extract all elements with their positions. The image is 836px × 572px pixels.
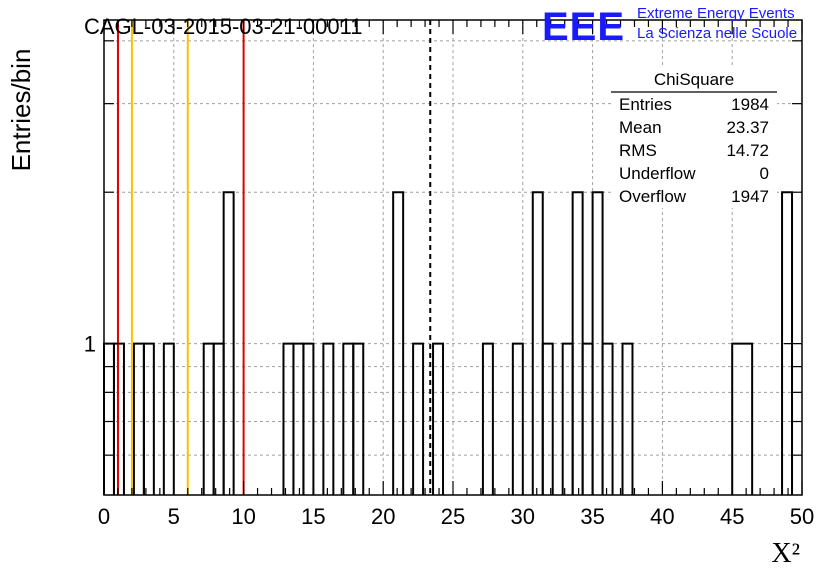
stat-label: Entries (619, 95, 672, 114)
x-tick-label: 35 (580, 504, 604, 529)
x-tick-label: 15 (301, 504, 325, 529)
axis-ticks (103, 20, 803, 495)
stat-value: 0 (760, 164, 769, 183)
histogram-bar (481, 342, 494, 495)
stat-value: 1984 (731, 95, 769, 114)
x-tick-label: 5 (168, 504, 180, 529)
histogram-bar (541, 342, 554, 495)
stat-label: Overflow (619, 187, 687, 206)
reference-lines (116, 20, 432, 495)
stat-value: 23.37 (726, 118, 769, 137)
histogram-bar (162, 342, 175, 495)
stat-label: Underflow (619, 164, 696, 183)
x-tick-label: 0 (98, 504, 110, 529)
x-tick-label: 10 (231, 504, 255, 529)
x-tick-label: 25 (441, 504, 465, 529)
histogram-bar (621, 342, 634, 495)
logo-line-1: Extreme Energy Events (637, 5, 795, 22)
x-tick-label: 50 (790, 504, 814, 529)
x-tick-label: 45 (720, 504, 744, 529)
histogram-bar (352, 342, 365, 495)
histogram-bar (302, 342, 315, 495)
x-tick-label: 20 (371, 504, 395, 529)
stat-value: 1947 (731, 187, 769, 206)
y-axis-label: Entries/bin (6, 49, 36, 172)
x-tick-label: 30 (511, 504, 535, 529)
stats-box-background (611, 66, 777, 208)
histogram-bar (731, 342, 754, 495)
histogram-bar (412, 342, 425, 495)
stat-label: RMS (619, 141, 657, 160)
y-tick-label: 1 (84, 332, 96, 357)
x-axis-label: X² (771, 538, 800, 569)
chart-title: CAGL-03-2015-03-21-00011 (84, 14, 362, 39)
stats-box: ChiSquare Entries 1984 Mean 23.37 RMS 14.72 Un… (611, 66, 777, 208)
histogram-bar (392, 191, 405, 495)
histogram-bar (322, 342, 335, 495)
stat-label: Mean (619, 118, 662, 137)
stat-value: 14.72 (726, 141, 769, 160)
x-tick-label: 40 (650, 504, 674, 529)
histogram-bar (511, 342, 524, 495)
tick-labels: 0 5 10 15 20 25 30 35 40 45 50 1 (84, 332, 814, 529)
histogram-bar (222, 191, 235, 495)
logo-line-2: La Scienza nelle Scuole (637, 25, 797, 42)
histogram-bar (142, 342, 155, 495)
histogram-bar (601, 342, 614, 495)
stats-box-title: ChiSquare (654, 70, 734, 89)
histogram-bars (103, 191, 794, 495)
histogram-bar (432, 342, 445, 495)
eee-logo-mark: EEE (542, 5, 625, 49)
